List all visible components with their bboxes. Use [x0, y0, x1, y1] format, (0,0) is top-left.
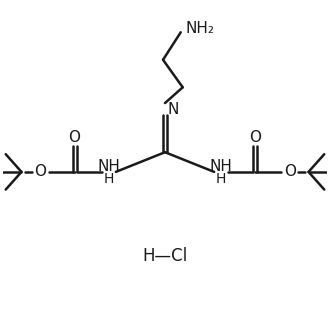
Text: O: O [284, 164, 296, 180]
Text: NH₂: NH₂ [186, 21, 215, 36]
Text: H: H [216, 172, 226, 186]
Text: N: N [167, 102, 179, 117]
Text: O: O [69, 130, 81, 145]
Text: H—Cl: H—Cl [142, 248, 188, 265]
Text: H: H [104, 172, 114, 186]
Text: NH: NH [210, 159, 232, 175]
Text: NH: NH [98, 159, 120, 175]
Text: O: O [249, 130, 261, 145]
Text: O: O [34, 164, 46, 180]
